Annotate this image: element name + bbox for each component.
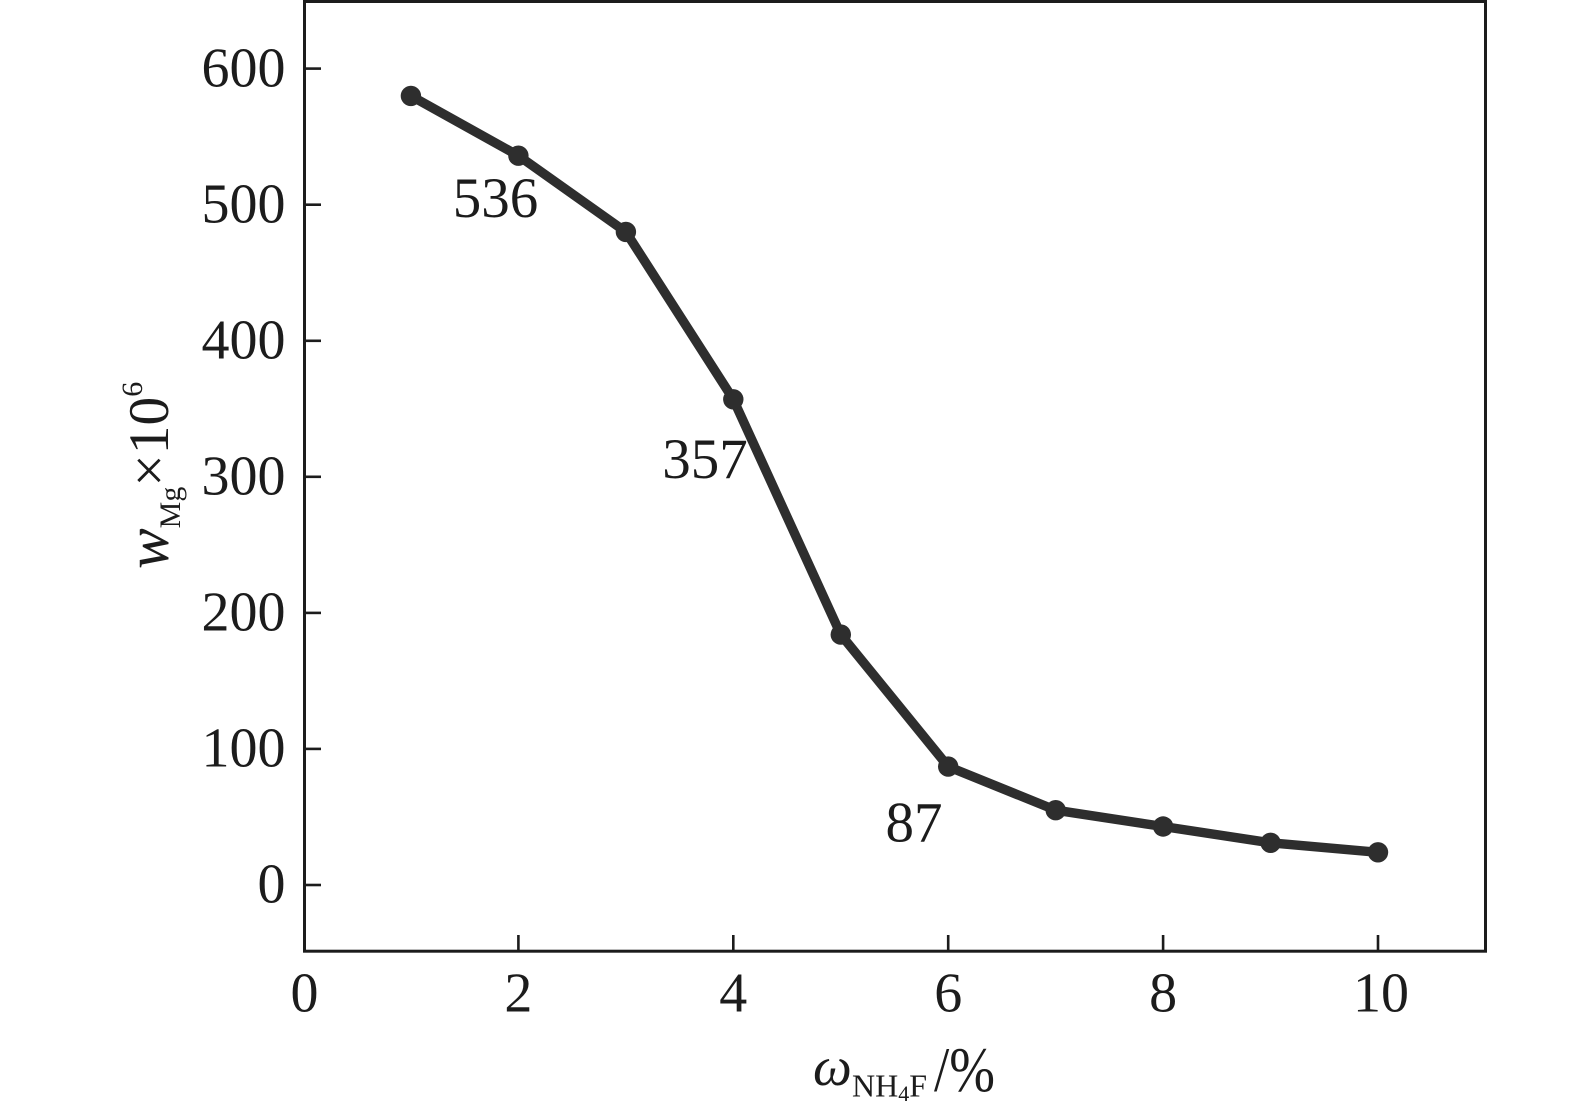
svg-text:400: 400	[202, 310, 286, 372]
svg-text:4: 4	[719, 962, 747, 1024]
svg-text:536: 536	[453, 167, 539, 230]
svg-text:0: 0	[258, 854, 286, 916]
svg-text:300: 300	[202, 446, 286, 508]
svg-text:87: 87	[886, 792, 943, 855]
svg-text:200: 200	[202, 582, 286, 644]
svg-text:NH4F: NH4F	[852, 1068, 927, 1107]
svg-text:wMg×106: wMg×106	[115, 382, 187, 569]
svg-text:10: 10	[1353, 962, 1409, 1024]
svg-text:/%: /%	[934, 1034, 995, 1105]
svg-text:0: 0	[291, 962, 319, 1024]
svg-text:ω: ω	[813, 1036, 852, 1097]
svg-text:6: 6	[934, 962, 962, 1024]
svg-text:500: 500	[202, 173, 286, 235]
svg-text:600: 600	[202, 37, 286, 99]
svg-text:100: 100	[202, 718, 286, 780]
svg-text:8: 8	[1149, 962, 1177, 1024]
svg-text:357: 357	[662, 428, 748, 491]
svg-text:2: 2	[504, 962, 532, 1024]
